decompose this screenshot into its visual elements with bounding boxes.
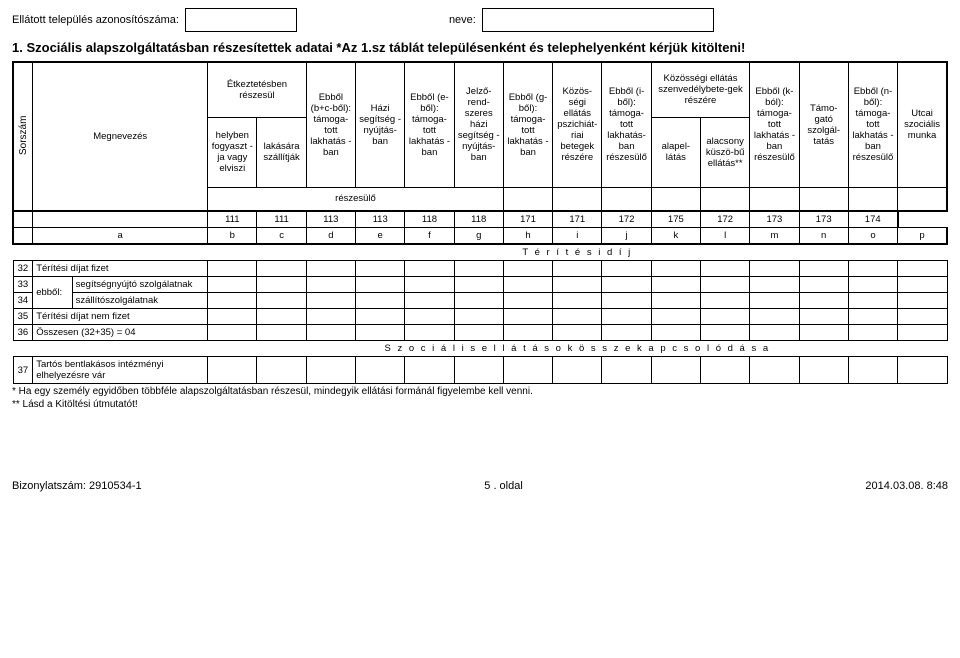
col-hazi: Házi segítség - nyújtás-ban (356, 62, 405, 187)
id-input-box[interactable] (185, 8, 297, 32)
code-i: 171 (553, 211, 602, 228)
code-k: 175 (651, 211, 700, 228)
code-f: 118 (405, 211, 454, 228)
top-identifier-row: Ellátott település azonosítószáma: neve: (12, 8, 948, 32)
col-etkez-b: lakására szállítják (257, 117, 306, 187)
row-label: Tartós bentlakásos intézményi elhelyezés… (33, 357, 208, 384)
row-no: 32 (13, 261, 33, 277)
code-e: 113 (356, 211, 405, 228)
code-n: 173 (799, 211, 848, 228)
footer: Bizonylatszám: 2910534-1 5 . oldal 2014.… (12, 480, 948, 492)
alpha-a: a (33, 228, 208, 245)
col-ebbol-e: Ebből (e-ből): támoga-tott lakhatás - ba… (405, 62, 454, 187)
row-label: Térítési díjat fizet (33, 261, 208, 277)
col-etkez-a: helyben fogyaszt - ja vagy elviszi (208, 117, 257, 187)
col-etkez: Étkeztetésben részesül (208, 62, 307, 117)
col-reszesulo: részesülő (208, 187, 504, 211)
code-o: 174 (848, 211, 897, 228)
row-no: 37 (13, 357, 33, 384)
row-label: szállítószolgálatnak (72, 293, 208, 309)
col-jelzo: Jelző-rend-szeres házi segítség - nyújtá… (454, 62, 503, 187)
code-h: 171 (503, 211, 552, 228)
footer-right: 2014.03.08. 8:48 (865, 480, 948, 492)
mid-header: T é r í t é s i d í j (208, 244, 947, 261)
footnote-1: * Ha egy személy egyidőben többféle alap… (12, 386, 948, 397)
footer-left: Bizonylatszám: 2910534-1 (12, 480, 142, 492)
row-no: 36 (13, 325, 33, 341)
code-g: 118 (454, 211, 503, 228)
table-row: 35 Térítési díjat nem fizet (13, 309, 947, 325)
footer-center: 5 . oldal (484, 480, 523, 492)
code-c: 111 (257, 211, 306, 228)
col-kozossegi: Közösségi ellátás szenvedélybete-gek rés… (651, 62, 750, 117)
table-row: 34 szállítószolgálatnak (13, 293, 947, 309)
alpha-row: a b c d e f g h i j k l m n o p (13, 228, 947, 245)
row-no: 35 (13, 309, 33, 325)
col-sorszam: Sorszám (18, 65, 29, 205)
data-table: Sorszám Megnevezés Étkeztetésben részesü… (12, 61, 948, 384)
table-row: 37 Tartós bentlakásos intézményi elhelye… (13, 357, 947, 384)
col-tamogato: Támo-gató szolgál-tatás (799, 62, 848, 187)
col-ebbol-i: Ebből (i-ből): támoga-tott lakhatás-ban … (602, 62, 651, 187)
col-utcai: Utcai szociális munka (898, 62, 947, 187)
code-b: 111 (208, 211, 257, 228)
row-group-label: ebből: (33, 277, 72, 309)
table-row: 36 Összesen (32+35) = 04 (13, 325, 947, 341)
row-no: 33 (13, 277, 33, 293)
col-codes-row: 111 111 113 113 118 118 171 171 172 175 … (13, 211, 947, 228)
code-m: 173 (750, 211, 799, 228)
page-title: 1. Szociális alapszolgáltatásban részesí… (12, 40, 948, 55)
code-l: 172 (700, 211, 749, 228)
col-pszi: Közös-ségi ellátás pszichiát-riai betege… (553, 62, 602, 187)
row-label: segítségnyújtó szolgálatnak (72, 277, 208, 293)
row-label: Térítési díjat nem fizet (33, 309, 208, 325)
table-row: 32 Térítési díjat fizet (13, 261, 947, 277)
id-label: Ellátott település azonosítószáma: (12, 14, 179, 26)
row-label: Összesen (32+35) = 04 (33, 325, 208, 341)
col-ebbol-k: Ebből (k-ból): támoga-tott lakhatás - ba… (750, 62, 799, 187)
row-no: 34 (13, 293, 33, 309)
table-row: 33 ebből: segítségnyújtó szolgálatnak (13, 277, 947, 293)
col-ebbol-n: Ebből (n-ből): támoga-tott lakhatás - ba… (848, 62, 897, 187)
col-megnevezes: Megnevezés (33, 62, 208, 211)
col-ebbol-bc: Ebből (b+c-ből): támoga-tott lakhatás - … (306, 62, 355, 187)
footnote-2: ** Lásd a Kitöltési útmutatót! (12, 399, 948, 410)
code-j: 172 (602, 211, 651, 228)
code-d: 113 (306, 211, 355, 228)
col-alapel: alapel-látás (651, 117, 700, 187)
name-input-box[interactable] (482, 8, 714, 32)
col-ebbol-g: Ebből (g-ből): támoga-tott lakhatás - ba… (503, 62, 552, 187)
col-alacsony: alacsony küszö-bű ellátás** (700, 117, 749, 187)
name-label: neve: (449, 14, 476, 26)
section-header: S z o c i á l i s e l l á t á s o k ö s … (208, 341, 947, 357)
